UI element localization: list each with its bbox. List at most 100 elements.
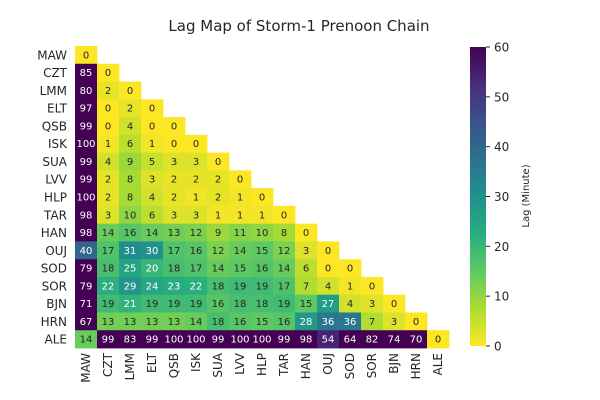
cell-value-label: 99 [146, 335, 159, 346]
cell-value-label: 0 [171, 139, 177, 150]
column-tick-label: MAW [79, 353, 93, 383]
heatmap-cell [185, 152, 208, 171]
row-tick-label: MAW [37, 48, 67, 62]
heatmap-cell [207, 223, 230, 242]
heatmap-cell [383, 312, 406, 331]
heatmap-cell [119, 330, 142, 349]
cell-value-label: 18 [256, 299, 269, 310]
cell-value-label: 79 [80, 264, 93, 275]
cell-value-label: 99 [212, 335, 225, 346]
heatmap-cell [75, 117, 98, 136]
cell-value-label: 9 [215, 228, 221, 239]
row-tick-label: ISK [48, 137, 68, 151]
cell-value-label: 2 [171, 193, 177, 204]
heatmap-cell [141, 205, 164, 225]
cell-value-label: 4 [149, 193, 155, 204]
cell-value-label: 0 [281, 210, 287, 221]
heatmap-cell [229, 170, 252, 189]
heatmap-cell [317, 312, 340, 331]
colorbar-label: Lag (Minute) [521, 164, 532, 227]
cell-value-label: 4 [105, 157, 111, 168]
column-tick-label: ISK [189, 352, 203, 372]
cell-value-label: 0 [369, 281, 375, 292]
heatmap-cell [141, 312, 164, 331]
cell-value-label: 2 [215, 193, 221, 204]
cell-value-label: 13 [124, 317, 137, 328]
cell-value-label: 10 [124, 210, 137, 221]
cell-value-label: 14 [190, 317, 203, 328]
heatmap-cell [229, 294, 252, 313]
cell-value-label: 0 [171, 121, 177, 132]
cell-value-label: 16 [234, 317, 247, 328]
cell-value-label: 6 [303, 264, 309, 275]
heatmap-cell [163, 223, 186, 242]
cell-value-label: 0 [391, 299, 397, 310]
heatmap-cell [75, 259, 98, 278]
heatmap-cell [141, 259, 164, 278]
heatmap-cell [97, 205, 120, 225]
heatmap-cell [119, 117, 142, 136]
cell-value-label: 3 [171, 157, 177, 168]
cell-value-label: 100 [76, 139, 95, 150]
heatmap-cell [97, 188, 120, 207]
heatmap-cell [185, 223, 208, 242]
cell-value-label: 13 [168, 317, 181, 328]
column-tick-label: OUJ [321, 353, 335, 375]
colorbar-tick-label: 10 [494, 290, 509, 304]
column-tick-labels: MAW CZT LMM ELT QSB ISK SUA LVV HLP TAR HAN OUJ SOD S… [79, 352, 445, 383]
cell-value-label: 3 [193, 157, 199, 168]
heatmap-cell [75, 134, 98, 153]
cell-value-label: 15 [300, 299, 313, 310]
heatmap-cell [163, 117, 186, 136]
heatmap-cell [207, 259, 230, 278]
heatmap-cell [75, 294, 98, 313]
cell-value-label: 18 [168, 264, 181, 275]
cell-value-label: 100 [76, 193, 95, 204]
row-tick-label: BJN [46, 297, 67, 311]
heatmap-cell [207, 205, 230, 225]
cell-value-label: 97 [80, 104, 93, 115]
heatmap-cell [141, 188, 164, 207]
cell-value-label: 18 [102, 264, 115, 275]
heatmap-cell [339, 294, 362, 313]
heatmap-cell [317, 241, 340, 260]
heatmap-cell [207, 152, 230, 171]
heatmap-cell [273, 223, 296, 242]
row-tick-label: HLP [44, 191, 67, 205]
heatmap-cell [207, 312, 230, 331]
column-tick-label: HAN [299, 353, 313, 379]
heatmap-cell [207, 294, 230, 313]
cell-value-label: 2 [105, 175, 111, 186]
cell-value-label: 19 [278, 299, 291, 310]
colorbar-tick-label: 50 [494, 90, 509, 104]
cell-value-label: 3 [149, 175, 155, 186]
heatmap-cell [251, 330, 274, 349]
cell-value-label: 2 [105, 86, 111, 97]
heatmap-cell [207, 241, 230, 260]
cell-value-label: 14 [234, 246, 247, 257]
cell-value-label: 99 [80, 157, 93, 168]
cell-value-label: 15 [256, 317, 269, 328]
row-tick-label: TAR [43, 208, 67, 222]
heatmap-cell [317, 294, 340, 313]
cell-value-label: 0 [105, 121, 111, 132]
heatmap-cell [251, 223, 274, 242]
column-tick-label: SOR [365, 353, 379, 378]
cell-value-label: 25 [124, 264, 137, 275]
heatmap-cell [273, 312, 296, 331]
heatmap-cell [383, 294, 406, 313]
cell-value-label: 3 [193, 210, 199, 221]
heatmap-cell [251, 294, 274, 313]
cell-value-label: 0 [237, 175, 243, 186]
cell-value-label: 29 [124, 281, 137, 292]
cell-value-label: 64 [344, 335, 357, 346]
cell-value-label: 2 [171, 175, 177, 186]
cell-value-label: 22 [102, 281, 115, 292]
cell-value-label: 31 [124, 246, 137, 257]
heatmap-cell [405, 330, 428, 349]
column-tick-label: BJN [387, 353, 401, 374]
cell-value-label: 0 [149, 104, 155, 115]
cell-value-label: 27 [322, 299, 335, 310]
